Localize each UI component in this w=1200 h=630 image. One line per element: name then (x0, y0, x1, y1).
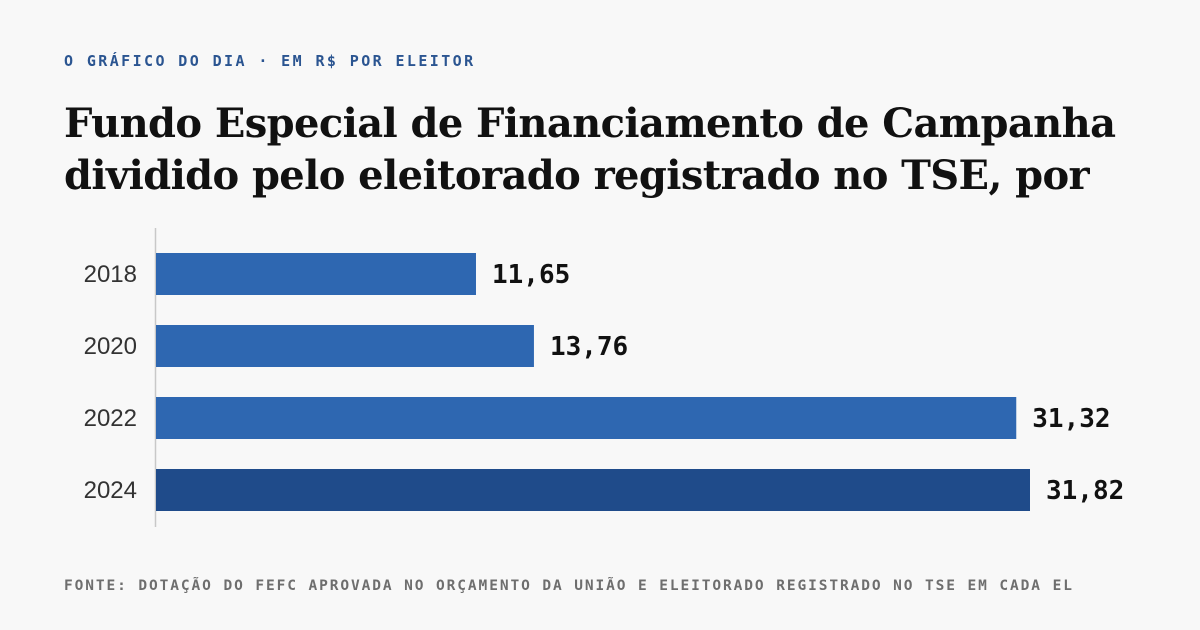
bar-2022 (156, 397, 1017, 439)
value-label-2024: 31,82 (1046, 476, 1124, 506)
category-label-2024: 2024 (84, 477, 137, 504)
value-label-2020: 13,76 (550, 332, 628, 362)
category-label-2022: 2022 (84, 405, 137, 432)
bar-2020 (156, 325, 534, 367)
chart-kicker: O GRÁFICO DO DIA · EM R$ POR ELEITOR (64, 52, 476, 70)
value-label-2018: 11,65 (492, 260, 570, 290)
bar-2024 (156, 469, 1030, 511)
chart-title-line-2: dividido pelo eleitorado registrado no T… (64, 152, 1090, 199)
bars-group: 2018 11,65 2020 13,76 2022 31,32 2024 31,82 (84, 253, 1124, 511)
value-label-2022: 31,32 (1032, 404, 1110, 434)
chart-title: Fundo Especial de Financiamento de Campa… (64, 98, 1194, 202)
chart-source: FONTE: DOTAÇÃO DO FEFC APROVADA NO ORÇAM… (64, 578, 1074, 594)
category-label-2020: 2020 (84, 333, 137, 360)
chart-title-line-1: Fundo Especial de Financiamento de Campa… (64, 100, 1116, 147)
category-label-2018: 2018 (84, 261, 137, 288)
bar-2018 (156, 253, 476, 295)
